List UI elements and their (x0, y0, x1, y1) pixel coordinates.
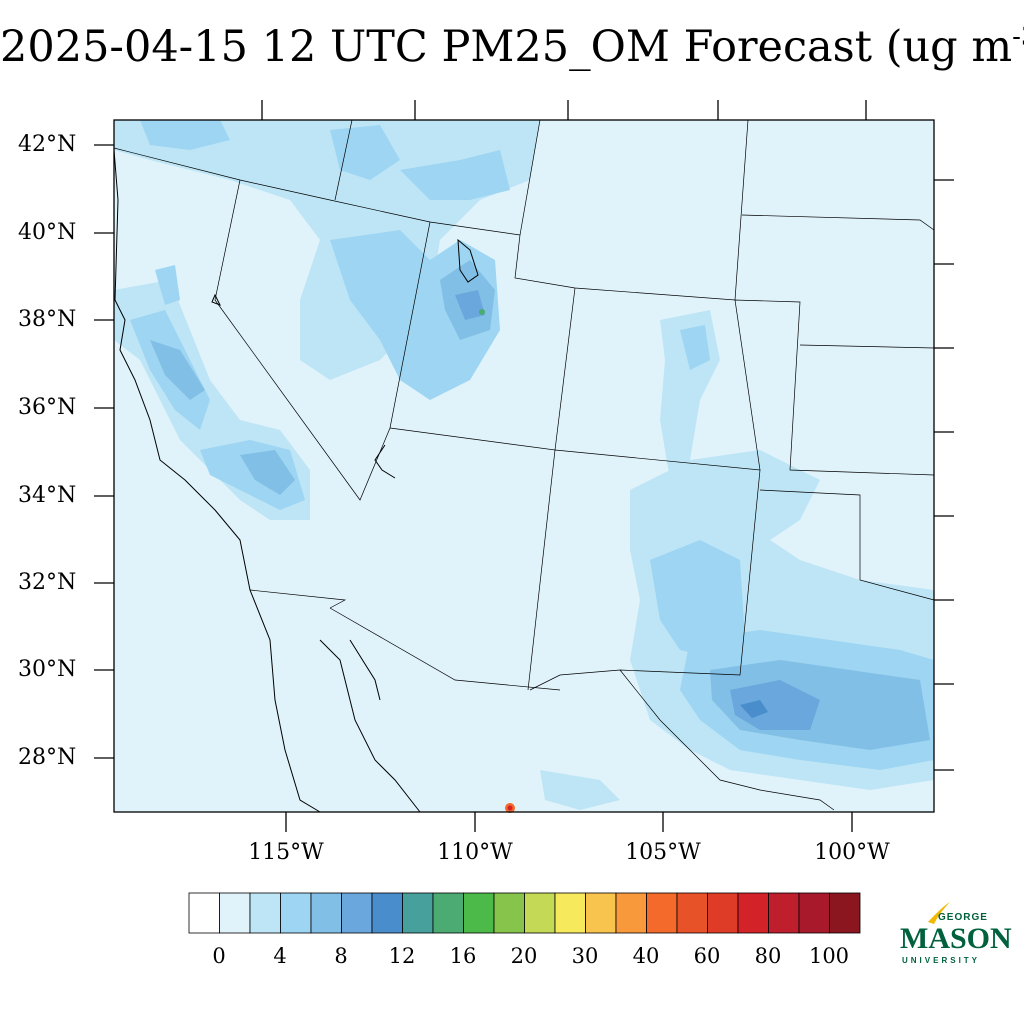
lat-label-38: 38°N (18, 307, 77, 332)
lon-label-105: 105°W (625, 840, 701, 865)
colorbar-label: 40 (632, 944, 660, 968)
colorbar-swatch (707, 892, 739, 934)
colorbar-label: 8 (334, 944, 348, 968)
tick-marks (94, 100, 954, 832)
colorbar-swatch (524, 892, 556, 934)
colorbar-label: 60 (693, 944, 721, 968)
colorbar (188, 892, 861, 934)
lon-label-110: 110°W (437, 840, 513, 865)
page-title: 2025-04-15 12 UTC PM25_OM Forecast (ug m… (0, 22, 1024, 72)
colorbar-swatch (676, 892, 708, 934)
logo-swoosh-icon (928, 902, 950, 924)
colorbar-swatch (493, 892, 525, 934)
colorbar-swatch (554, 892, 586, 934)
colorbar-swatch (402, 892, 434, 934)
colorbar-swatch (615, 892, 647, 934)
lat-label-32: 32°N (18, 570, 77, 595)
colorbar-swatch (798, 892, 830, 934)
colorbar-label: 20 (510, 944, 538, 968)
colorbar-swatch (341, 892, 373, 934)
lat-label-36: 36°N (18, 395, 77, 420)
colorbar-swatch (463, 892, 495, 934)
colorbar-swatch (737, 892, 769, 934)
lat-label-30: 30°N (18, 657, 77, 682)
colorbar-label: 100 (808, 944, 850, 968)
lat-label-34: 34°N (18, 483, 77, 508)
logo-university: UNIVERSITY (902, 956, 981, 965)
lon-label-100: 100°W (814, 840, 890, 865)
colorbar-swatch (371, 892, 403, 934)
colorbar-label: 30 (571, 944, 599, 968)
colorbar-swatch (188, 892, 220, 934)
coastline (113, 149, 479, 813)
colorbar-swatch (829, 892, 861, 934)
title-text: 2025-04-15 12 UTC PM25_OM Forecast (ug m (0, 22, 1013, 72)
colorbar-swatch (219, 892, 251, 934)
title-exponent: -3 (1012, 22, 1024, 52)
concentration-fields (114, 120, 934, 813)
colorbar-swatch (646, 892, 678, 934)
colorbar-label: 80 (754, 944, 782, 968)
colorbar-label: 16 (449, 944, 477, 968)
colorbar-label: 12 (388, 944, 416, 968)
lat-label-42: 42°N (18, 132, 77, 157)
lat-label-28: 28°N (18, 745, 77, 770)
colorbar-swatch (768, 892, 800, 934)
state-boundaries (113, 119, 935, 811)
logo-mason: MASON (900, 922, 1012, 955)
logo-george: GEORGE (938, 912, 988, 923)
colorbar-swatch (432, 892, 464, 934)
lon-label-115: 115°W (248, 840, 324, 865)
colorbar-swatch (249, 892, 281, 934)
map-frame (113, 119, 935, 813)
colorbar-label: 0 (212, 944, 226, 968)
lat-label-40: 40°N (18, 220, 77, 245)
colorbar-swatch (310, 892, 342, 934)
colorbar-swatch (585, 892, 617, 934)
colorbar-label: 4 (273, 944, 287, 968)
university-logo: GEORGE MASON UNIVERSITY (898, 900, 1012, 970)
colorbar-swatch (280, 892, 312, 934)
